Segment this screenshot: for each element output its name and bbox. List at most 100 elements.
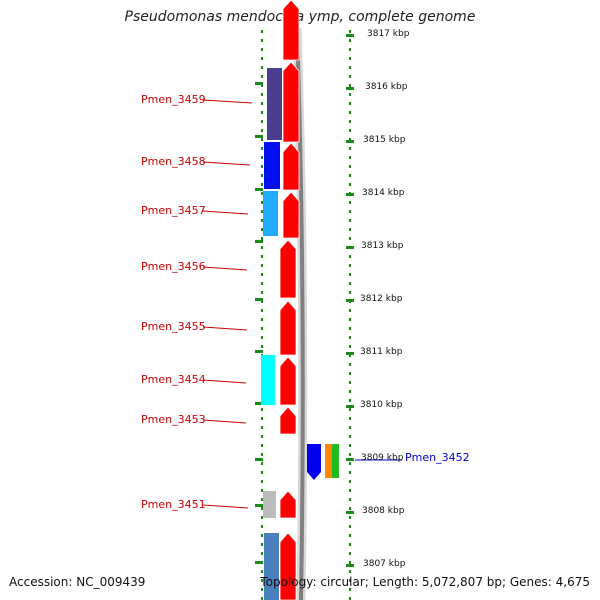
gene-label-pmen_3452[interactable]: Pmen_3452 [405,451,470,464]
track-dot [349,345,351,348]
gene-label-pmen_3457[interactable]: Pmen_3457 [141,204,206,217]
track-dot [349,102,351,105]
major-tick [255,458,263,461]
major-tick [346,193,354,196]
track-dot [261,534,263,537]
major-tick [346,140,354,143]
track-dot [349,417,351,420]
track-dot [349,39,351,42]
track-dot [349,174,351,177]
track-dot [349,498,351,501]
kbp-tick-label: 3811 kbp [360,347,403,357]
track-dot [261,183,263,186]
kbp-tick-label: 3814 kbp [362,188,405,198]
gene-label-pmen_3458[interactable]: Pmen_3458 [141,155,206,168]
track-dot [349,336,351,339]
right-dotted-track [349,30,351,600]
kbp-tick-label: 3807 kbp [363,559,406,569]
forward-strand-arrow [279,532,297,600]
major-tick [346,405,354,408]
major-tick [346,246,354,249]
track-dot [261,327,263,330]
forward-strand-arrow [282,191,300,239]
track-dot [261,471,263,474]
track-dot [349,543,351,546]
track-dot [261,543,263,546]
major-tick [346,352,354,355]
major-tick [255,561,263,564]
track-dot [261,552,263,555]
track-dot [261,498,263,501]
track-dot [261,453,263,456]
forward-strand-arrow [282,142,300,191]
track-dot [349,264,351,267]
track-dot [261,426,263,429]
gene-label-pmen_3451[interactable]: Pmen_3451 [141,498,206,511]
track-dot [349,408,351,411]
track-dot [349,273,351,276]
track-dot [349,66,351,69]
track-dot [261,156,263,159]
track-dot [349,147,351,150]
major-tick [346,458,354,461]
leader-line [202,379,247,384]
genome-summary-text: Topology: circular; Length: 5,072,807 bp… [260,575,590,589]
track-dot [261,489,263,492]
gene-block [264,533,279,600]
track-dot [261,273,263,276]
track-dot [261,588,263,591]
track-dot [349,489,351,492]
track-dot [349,534,351,537]
track-dot [349,588,351,591]
track-dot [261,318,263,321]
kbp-tick-label: 3809 kbp [361,453,404,463]
map-title: Pseudomonas mendocina ymp, complete geno… [124,9,476,25]
track-dot [261,102,263,105]
track-dot [261,165,263,168]
track-dot [261,30,263,33]
gene-label-pmen_3453[interactable]: Pmen_3453 [141,413,206,426]
track-dot [349,363,351,366]
track-dot [261,309,263,312]
track-dot [261,93,263,96]
track-dot [349,93,351,96]
accession-text: Accession: NC_009439 [9,575,146,589]
kbp-tick-label: 3812 kbp [360,294,403,304]
gene-block-pmen_3458 [264,142,280,189]
major-tick [346,87,354,90]
major-tick [255,240,263,243]
major-tick [255,135,263,138]
track-dot [349,552,351,555]
leader-line [202,266,248,271]
gene-block-pmen_3459 [267,68,282,140]
gene-label-pmen_3459[interactable]: Pmen_3459 [141,93,206,106]
major-tick [346,299,354,302]
major-tick [346,564,354,567]
forward-strand-arrow [279,356,297,406]
left-dotted-track [261,30,263,600]
gene-label-pmen_3455[interactable]: Pmen_3455 [141,320,206,333]
major-tick [346,511,354,514]
track-dot [349,165,351,168]
track-dot [261,147,263,150]
track-dot [349,156,351,159]
track-dot [349,201,351,204]
forward-strand-arrow [279,300,297,356]
track-dot [349,183,351,186]
gene-label-pmen_3454[interactable]: Pmen_3454 [141,373,206,386]
track-dot [261,444,263,447]
track-dot [261,336,263,339]
track-dot [349,516,351,519]
gene-block-pmen_3457 [263,191,278,236]
track-dot [349,471,351,474]
track-dot [261,264,263,267]
track-dot [261,570,263,573]
track-dot [349,570,351,573]
track-dot [261,525,263,528]
track-dot [349,237,351,240]
gene-label-pmen_3456[interactable]: Pmen_3456 [141,260,206,273]
track-dot [261,39,263,42]
track-dot [349,597,351,600]
track-dot [349,435,351,438]
